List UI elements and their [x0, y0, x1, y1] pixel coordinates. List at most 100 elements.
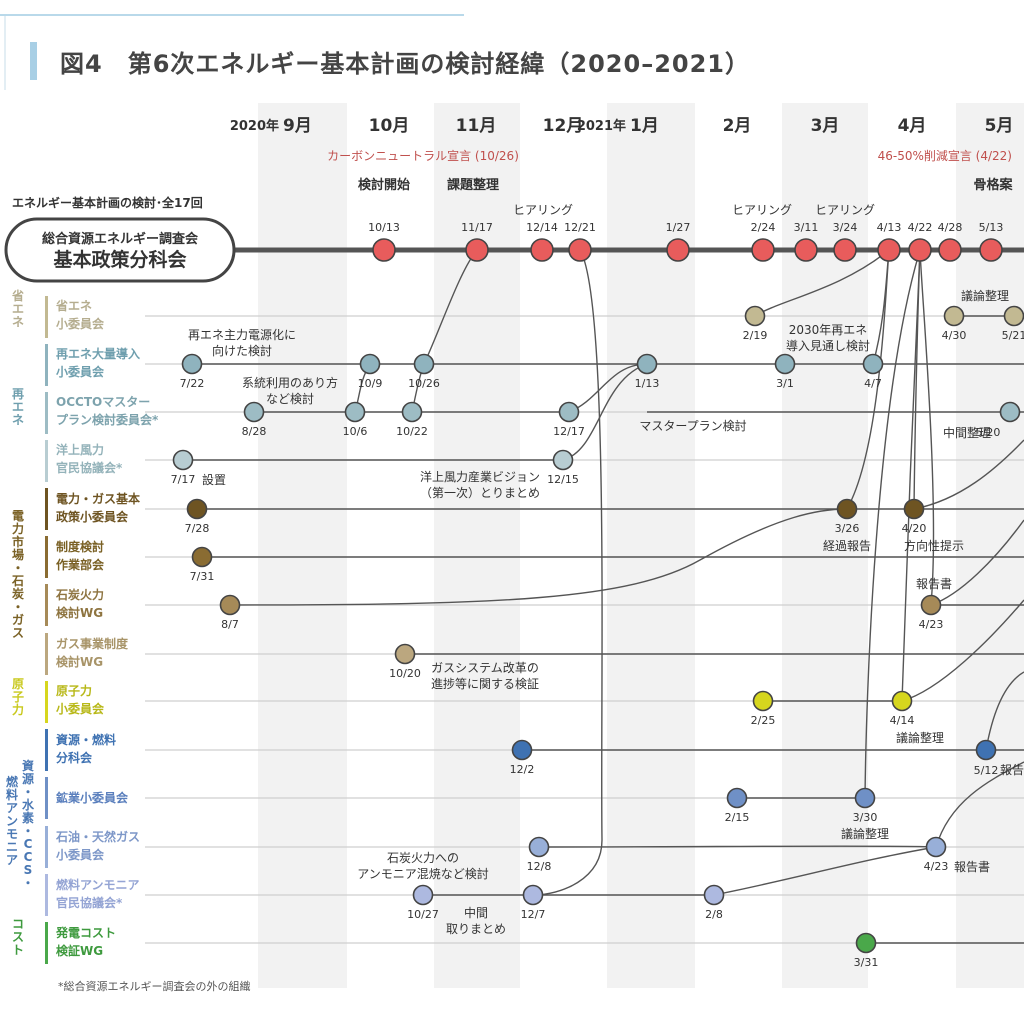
category-label-char: ン — [6, 814, 18, 828]
meeting-date-label: 4/30 — [942, 329, 967, 342]
month-band — [258, 103, 347, 988]
annotation-hearing: ヒアリング — [513, 203, 573, 217]
meeting-date-label: 12/21 — [564, 221, 596, 234]
meeting-node — [925, 836, 947, 858]
meeting-date-label: 8/28 — [242, 425, 267, 438]
row-label: 電力・ガス基本 — [56, 491, 140, 506]
meeting-node — [465, 238, 489, 262]
annotation-hearing: ヒアリング — [815, 203, 875, 217]
meeting-date-label: 3/26 — [835, 522, 860, 535]
category-label-char: C — [24, 850, 33, 864]
meeting-date-label: 12/8 — [527, 860, 552, 873]
category-label-char: 省 — [11, 288, 24, 303]
meeting-node — [854, 787, 876, 809]
row-color-bar — [45, 777, 48, 819]
row-color-bar — [45, 633, 48, 675]
row-color-bar — [45, 729, 48, 771]
row-label: 再エネ大量導入 — [56, 346, 140, 361]
meeting-node — [943, 305, 965, 327]
row-label: 発電コスト — [55, 925, 116, 940]
meeting-date-label: 4/14 — [890, 714, 915, 727]
annotation-sekitan-ammonia: アンモニア混焼など検討 — [357, 866, 489, 881]
row-label: 資源・燃料 — [56, 732, 116, 747]
meeting-node — [528, 836, 550, 858]
month-year-label: 2020年 — [230, 118, 279, 134]
row-label: 検討WG — [56, 605, 103, 620]
category-label-char: ス — [12, 930, 24, 944]
meeting-date-label: 2/15 — [725, 811, 750, 824]
row-label: 政策小委員会 — [56, 509, 129, 524]
category-label-char: 電 — [12, 509, 24, 523]
annotation-setchi: 設置 — [202, 472, 226, 487]
meeting-node — [1003, 305, 1024, 327]
annotation-keito: 系統利用のあり方 — [242, 375, 338, 390]
row-color-bar — [45, 536, 48, 578]
page-title: 図4 第6次エネルギー基本計画の検討経緯（2020–2021） — [60, 50, 750, 78]
main-panel-box — [4, 217, 236, 283]
meeting-date-label: 4/7 — [864, 377, 882, 390]
meeting-node — [726, 787, 748, 809]
meeting-date-label: 1/27 — [666, 221, 691, 234]
meeting-node — [938, 238, 962, 262]
meeting-date-label: 10/13 — [368, 221, 400, 234]
meeting-node — [999, 401, 1021, 423]
row-label: 制度検討 — [56, 539, 104, 554]
meeting-date-label: 8/7 — [221, 618, 239, 631]
phase-label: 骨格案 — [973, 177, 1013, 193]
meeting-date-label: 7/31 — [190, 570, 215, 583]
connector-line — [754, 249, 890, 317]
row-label: 燃料アンモニア — [56, 877, 140, 892]
category-label-char: ア — [6, 801, 18, 815]
meeting-node — [191, 546, 213, 568]
annotation-keito: など検討 — [266, 391, 314, 406]
category-label-char: ガ — [12, 612, 24, 627]
meeting-node — [552, 449, 574, 471]
category-label-char: ス — [12, 626, 24, 640]
row-color-bar — [45, 344, 48, 386]
row-color-bar — [45, 440, 48, 482]
category-label-char: 炭 — [12, 586, 24, 601]
meeting-node — [413, 353, 435, 375]
event-carbon-neutral: カーボンニュートラル宣言 (10/26) — [327, 148, 519, 163]
row-label: 作業部会 — [56, 557, 105, 572]
meeting-node — [891, 690, 913, 712]
meeting-node — [903, 498, 925, 520]
meeting-date-label: 10/27 — [407, 908, 439, 921]
month-year-label: 2021年 — [577, 118, 626, 134]
meeting-date-label: 4/23 — [919, 618, 944, 631]
row-label: 省エネ — [55, 298, 92, 313]
meeting-date-label: 3/24 — [833, 221, 858, 234]
connector-line — [930, 519, 1024, 606]
category-label-char: ネ — [12, 315, 24, 329]
annotation-hokoku: 報告 — [1000, 763, 1024, 777]
category-label-char: 資 — [22, 758, 34, 773]
category-label-char: 場 — [12, 547, 24, 562]
category-label-char: ニ — [6, 840, 18, 854]
annotation-chukan-torimatome: 取りまとめ — [446, 922, 506, 936]
meeting-date-label: 10/20 — [389, 667, 421, 680]
title-top-rule — [0, 14, 464, 16]
meeting-node — [511, 739, 533, 761]
row-label: 鉱業小委員会 — [56, 790, 129, 805]
month-label: 9月 — [283, 116, 312, 136]
row-label: 小委員会 — [56, 847, 105, 862]
meeting-node — [636, 353, 658, 375]
title-side-rule — [4, 16, 6, 90]
meeting-date-label: 7/17 — [171, 473, 196, 486]
annotation-yojo-vision: （第一次）とりまとめ — [420, 486, 540, 500]
meeting-node — [219, 594, 241, 616]
meeting-date-label: 2/19 — [743, 329, 768, 342]
meeting-node — [530, 238, 554, 262]
row-color-bar — [45, 296, 48, 338]
annotation-saiene-2030: 2030年再エネ — [789, 323, 868, 337]
meeting-date-label: 5/12 — [974, 764, 999, 777]
row-label: 官民協議会* — [56, 895, 123, 910]
meeting-node — [401, 401, 423, 423]
category-label-char: ・ — [22, 824, 34, 838]
annotation-sekitan-ammonia: 石炭火力への — [387, 851, 459, 865]
category-label-char: 原 — [12, 677, 24, 691]
meeting-date-label: 3/31 — [854, 956, 879, 969]
meeting-date-label: 3/1 — [776, 377, 794, 390]
meeting-node — [877, 238, 901, 262]
